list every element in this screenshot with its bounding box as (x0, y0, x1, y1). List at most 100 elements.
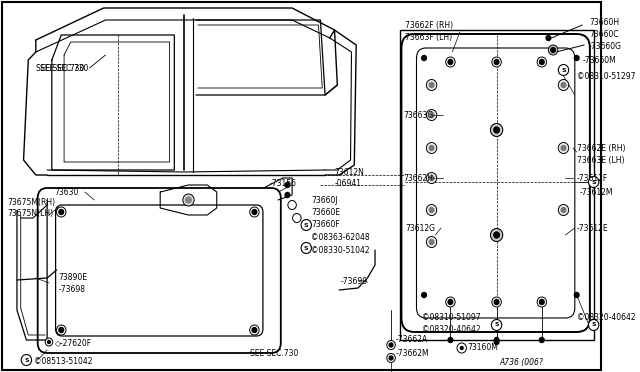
Circle shape (494, 232, 499, 238)
Circle shape (426, 173, 436, 183)
Circle shape (429, 208, 434, 212)
Circle shape (492, 57, 501, 67)
Circle shape (285, 183, 290, 187)
Text: SEE SEC.730: SEE SEC.730 (250, 350, 298, 359)
Text: 73612N: 73612N (335, 167, 364, 176)
Circle shape (448, 337, 452, 343)
Text: S: S (591, 323, 596, 327)
Text: ©08310-51097: ©08310-51097 (422, 314, 481, 323)
Circle shape (301, 219, 312, 231)
Circle shape (494, 340, 499, 344)
Text: S: S (24, 357, 29, 362)
Circle shape (21, 355, 31, 366)
Circle shape (494, 127, 499, 133)
Circle shape (250, 207, 259, 217)
Circle shape (457, 343, 467, 353)
Circle shape (389, 343, 393, 347)
Text: A736 (006?: A736 (006? (499, 357, 543, 366)
Text: 73662F (RH): 73662F (RH) (405, 20, 453, 29)
Circle shape (537, 57, 547, 67)
Circle shape (285, 192, 290, 198)
Circle shape (429, 240, 434, 244)
Circle shape (558, 80, 569, 90)
Circle shape (429, 112, 434, 118)
Text: -73660M: -73660M (582, 55, 616, 64)
Circle shape (494, 299, 499, 305)
Text: ©08513-51042: ©08513-51042 (34, 357, 92, 366)
Text: 73663F (LH): 73663F (LH) (405, 32, 452, 42)
Circle shape (429, 83, 434, 87)
Circle shape (561, 208, 566, 212)
Text: 73612G: 73612G (405, 224, 435, 232)
Text: S: S (561, 67, 566, 73)
Text: SEE SEC.730: SEE SEC.730 (36, 64, 84, 73)
Text: 73662H-: 73662H- (403, 173, 436, 183)
Text: 73890E: 73890E (58, 273, 88, 282)
Circle shape (252, 209, 257, 215)
Text: 73663G-: 73663G- (403, 110, 436, 119)
Circle shape (551, 48, 556, 52)
Text: 73660H: 73660H (589, 17, 619, 26)
Circle shape (561, 83, 566, 87)
Text: S: S (494, 323, 499, 327)
Text: 73660E: 73660E (311, 208, 340, 217)
Text: 73630: 73630 (54, 187, 79, 196)
Circle shape (546, 35, 551, 41)
Text: -73662A: -73662A (396, 336, 428, 344)
Circle shape (252, 327, 257, 333)
Text: -73156: -73156 (269, 179, 296, 187)
Text: ©08330-51042: ©08330-51042 (311, 246, 369, 254)
Circle shape (574, 292, 579, 298)
Circle shape (47, 340, 51, 343)
Text: ©08320-40642: ©08320-40642 (422, 326, 481, 334)
Circle shape (56, 207, 66, 217)
Text: 73660J: 73660J (311, 196, 337, 205)
Text: -73662M: -73662M (396, 350, 429, 359)
Text: 73660F: 73660F (311, 219, 340, 228)
Text: -73612E: -73612E (577, 224, 608, 232)
Circle shape (537, 297, 547, 307)
Text: 73675N(LH): 73675N(LH) (8, 208, 54, 218)
Text: -06941: -06941 (335, 179, 362, 187)
Text: SEE SEC.730: SEE SEC.730 (40, 64, 88, 73)
Circle shape (448, 60, 452, 64)
Text: ©08363-62048: ©08363-62048 (311, 232, 369, 241)
Text: 73160M: 73160M (467, 343, 499, 353)
Text: -73612M: -73612M (579, 187, 613, 196)
Circle shape (429, 145, 434, 151)
Circle shape (492, 297, 501, 307)
Circle shape (426, 109, 436, 121)
Circle shape (387, 353, 396, 362)
Text: S: S (304, 222, 308, 228)
Text: S: S (304, 246, 308, 250)
Circle shape (387, 340, 396, 350)
Circle shape (540, 60, 544, 64)
Text: ◇-27620F: ◇-27620F (54, 339, 92, 347)
Circle shape (558, 64, 569, 76)
Circle shape (389, 356, 393, 360)
Circle shape (445, 297, 455, 307)
Text: -73660G: -73660G (589, 42, 622, 51)
Circle shape (429, 176, 434, 180)
Circle shape (558, 205, 569, 215)
Circle shape (426, 205, 436, 215)
Circle shape (56, 325, 66, 335)
Circle shape (250, 325, 259, 335)
Circle shape (59, 327, 63, 333)
Circle shape (422, 55, 426, 61)
Circle shape (45, 338, 52, 346)
Circle shape (540, 299, 544, 305)
Circle shape (445, 57, 455, 67)
Circle shape (490, 124, 502, 137)
Circle shape (548, 45, 558, 55)
Text: 73660C: 73660C (589, 29, 619, 38)
Text: ©08310-51297: ©08310-51297 (577, 71, 635, 80)
Circle shape (574, 55, 579, 61)
Circle shape (588, 320, 599, 330)
Circle shape (540, 337, 544, 343)
Text: -73699: -73699 (341, 278, 368, 286)
Text: ©08320-40642: ©08320-40642 (577, 314, 636, 323)
Circle shape (426, 142, 436, 154)
Text: -73698: -73698 (58, 285, 85, 295)
Circle shape (426, 237, 436, 247)
